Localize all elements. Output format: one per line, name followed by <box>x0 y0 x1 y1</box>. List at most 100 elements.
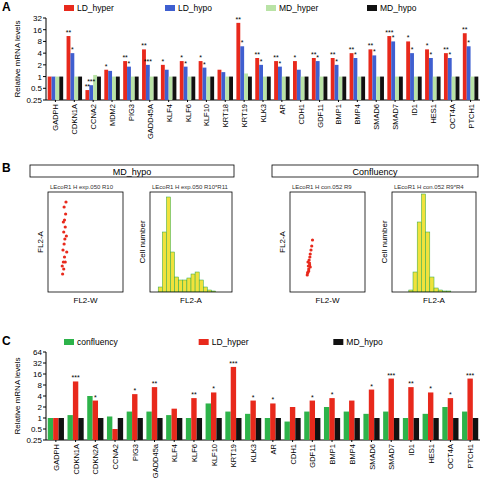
significance: * <box>94 394 97 401</box>
histogram-plot: LEcoR1 H exp.050 R10*R11FL2-ACell number <box>138 184 232 305</box>
category-label: BMP4 <box>348 444 357 464</box>
bar <box>344 412 349 440</box>
category-label: BMP4 <box>353 104 362 124</box>
bar <box>225 412 230 440</box>
bar <box>265 418 270 440</box>
bar <box>127 67 131 100</box>
bar <box>467 379 472 440</box>
category-label: OCT4A <box>448 104 457 129</box>
x-tick <box>174 440 175 442</box>
x-tick <box>225 100 226 102</box>
category-label: SMAD7 <box>391 104 400 130</box>
bars <box>48 23 479 100</box>
category-label: KLF10 <box>210 444 219 466</box>
bar <box>131 77 135 100</box>
bar <box>363 414 368 440</box>
y-tick-label: 8 <box>38 37 43 46</box>
category-label: GADPH <box>51 104 60 131</box>
legend-swatch <box>266 5 276 11</box>
bar <box>414 418 419 440</box>
bar <box>172 409 177 440</box>
x-tick <box>149 100 150 102</box>
bar <box>456 77 460 100</box>
bar <box>310 401 315 440</box>
bar <box>87 396 92 440</box>
bar <box>59 418 64 440</box>
x-tick <box>134 440 135 442</box>
panel-letter: B <box>2 161 11 175</box>
significance: * <box>467 39 470 46</box>
y-tick <box>43 64 46 65</box>
significance: * <box>252 394 255 401</box>
category-label: CDKN1A <box>72 444 81 474</box>
category-label: KRT19 <box>240 104 249 127</box>
point <box>65 250 68 253</box>
bar <box>471 77 475 100</box>
point <box>63 237 66 240</box>
point <box>310 244 313 247</box>
bar <box>256 418 261 440</box>
category-label: KLF6 <box>190 444 199 462</box>
bar <box>210 77 214 100</box>
bar <box>199 61 203 100</box>
bar <box>55 77 59 100</box>
x-axis-label: FL2-A <box>423 296 445 305</box>
bar <box>315 418 320 440</box>
category-label: KLF4 <box>170 444 179 462</box>
significance: * <box>448 51 451 58</box>
significance: * <box>105 63 108 70</box>
point <box>61 272 64 275</box>
significance: ** <box>408 380 414 387</box>
y-tick <box>43 41 46 42</box>
bar <box>118 418 123 440</box>
hist-bar <box>162 232 166 292</box>
legend-swatch <box>367 5 377 11</box>
category-label: KRT19 <box>229 444 238 467</box>
point <box>63 242 66 245</box>
bar <box>372 55 376 100</box>
significance: * <box>370 383 373 390</box>
bar <box>462 412 467 440</box>
bar <box>444 53 448 100</box>
category-label: PIG3 <box>127 104 136 121</box>
bar <box>97 77 101 100</box>
bar <box>236 418 241 440</box>
y-tick-label: 0.25 <box>26 96 42 105</box>
y-tick <box>43 418 46 419</box>
category-label: KLK3 <box>249 444 258 462</box>
significance: *** <box>229 360 237 367</box>
category-label: KLF6 <box>184 104 193 122</box>
category-label: KLF4 <box>165 104 174 122</box>
category-label: KRT18 <box>221 104 230 127</box>
point <box>64 200 67 203</box>
bar <box>394 418 399 440</box>
x-tick <box>154 440 155 442</box>
x-tick <box>371 440 372 442</box>
hist-bar <box>183 280 187 292</box>
significance: * <box>241 39 244 46</box>
hist-bar <box>166 197 170 292</box>
x-tick <box>272 440 273 442</box>
bar <box>383 412 388 440</box>
bar <box>104 70 108 100</box>
category-label: GADPH <box>52 444 61 471</box>
bar <box>304 412 309 440</box>
x-tick <box>430 440 431 442</box>
y-tick <box>43 429 46 430</box>
bar <box>78 77 82 100</box>
x-tick <box>319 100 320 102</box>
bar <box>403 418 408 440</box>
y-tick-label: 4 <box>38 392 43 401</box>
bar <box>112 429 117 440</box>
bar <box>467 46 471 100</box>
bar <box>354 418 359 440</box>
y-tick-label: 32 <box>33 14 42 23</box>
plot-frame <box>392 192 476 292</box>
x-tick <box>115 440 116 442</box>
x-tick <box>410 440 411 442</box>
x-tick <box>376 100 377 102</box>
category-label: BMP1 <box>328 444 337 464</box>
bar-chart: 0.250.51248163264Relative mRNA levels***… <box>13 337 480 478</box>
point <box>64 225 67 228</box>
bar <box>225 77 229 100</box>
